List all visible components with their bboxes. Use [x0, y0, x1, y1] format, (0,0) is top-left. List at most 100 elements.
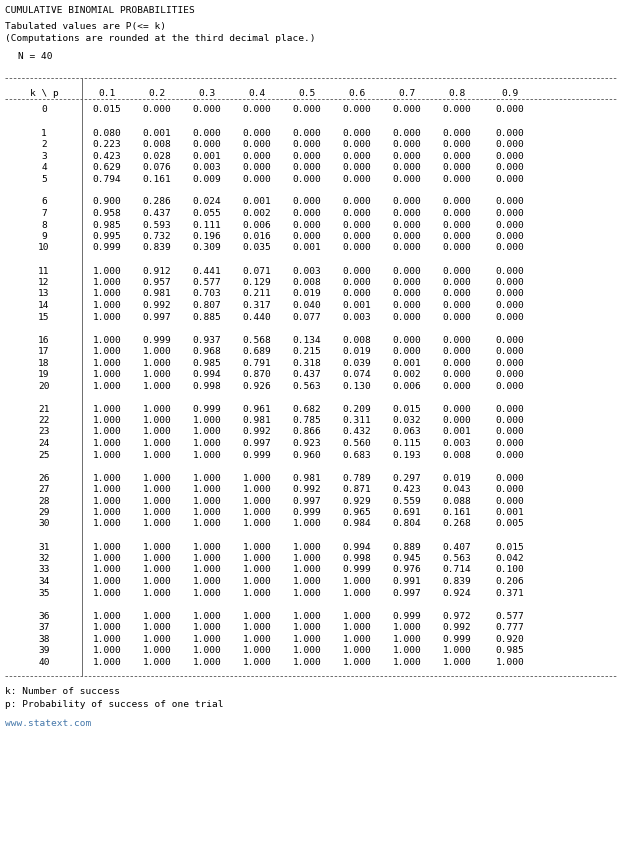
Text: 39: 39 — [38, 646, 50, 655]
Text: 0.206: 0.206 — [496, 577, 524, 586]
Text: 0.4: 0.4 — [248, 89, 266, 97]
Text: 29: 29 — [38, 508, 50, 517]
Text: 0.629: 0.629 — [93, 163, 121, 172]
Text: 0.000: 0.000 — [496, 382, 524, 391]
Text: 0.000: 0.000 — [343, 129, 371, 138]
Text: 0.981: 0.981 — [142, 289, 172, 299]
Text: 0.005: 0.005 — [496, 519, 524, 529]
Text: 1.000: 1.000 — [142, 508, 172, 517]
Text: 1.000: 1.000 — [193, 519, 221, 529]
Text: (Computations are rounded at the third decimal place.): (Computations are rounded at the third d… — [5, 34, 315, 43]
Text: 0.577: 0.577 — [193, 278, 221, 287]
Text: 0.929: 0.929 — [343, 497, 371, 506]
Text: 0.001: 0.001 — [392, 359, 421, 367]
Text: 0.000: 0.000 — [193, 140, 221, 149]
Text: 1.000: 1.000 — [93, 589, 121, 597]
Text: 0.000: 0.000 — [496, 485, 524, 494]
Text: p: Probability of success of one trial: p: Probability of success of one trial — [5, 700, 223, 708]
Text: 0.318: 0.318 — [292, 359, 322, 367]
Text: 0.000: 0.000 — [392, 209, 421, 218]
Text: 0.999: 0.999 — [443, 634, 471, 644]
Text: 0.000: 0.000 — [443, 174, 471, 184]
Text: 1.000: 1.000 — [142, 451, 172, 459]
Text: 0.714: 0.714 — [443, 565, 471, 574]
Text: 0.196: 0.196 — [193, 232, 221, 241]
Text: 1.000: 1.000 — [292, 519, 322, 529]
Text: 31: 31 — [38, 542, 50, 552]
Text: 0.1: 0.1 — [98, 89, 116, 97]
Text: 1.000: 1.000 — [93, 370, 121, 379]
Text: 1.000: 1.000 — [193, 589, 221, 597]
Text: 0.019: 0.019 — [343, 347, 371, 356]
Text: 1.000: 1.000 — [343, 589, 371, 597]
Text: 1.000: 1.000 — [193, 485, 221, 494]
Text: 0.000: 0.000 — [496, 474, 524, 482]
Text: 1.000: 1.000 — [93, 508, 121, 517]
Text: 1.000: 1.000 — [93, 474, 121, 482]
Text: 0.000: 0.000 — [496, 312, 524, 321]
Text: 3: 3 — [41, 151, 47, 161]
Text: 1.000: 1.000 — [142, 404, 172, 414]
Text: 0.015: 0.015 — [392, 404, 421, 414]
Text: 1.000: 1.000 — [93, 347, 121, 356]
Text: 1.000: 1.000 — [142, 542, 172, 552]
Text: 0.3: 0.3 — [198, 89, 216, 97]
Text: 0.000: 0.000 — [392, 278, 421, 287]
Text: 0.032: 0.032 — [392, 416, 421, 425]
Text: 0.019: 0.019 — [292, 289, 322, 299]
Text: 0.000: 0.000 — [443, 359, 471, 367]
Text: 0.000: 0.000 — [496, 427, 524, 437]
Text: 0.000: 0.000 — [292, 106, 322, 114]
Text: 1.000: 1.000 — [292, 612, 322, 620]
Text: 17: 17 — [38, 347, 50, 356]
Text: 0.703: 0.703 — [193, 289, 221, 299]
Text: 0.000: 0.000 — [343, 278, 371, 287]
Text: 1.000: 1.000 — [193, 565, 221, 574]
Text: 0.998: 0.998 — [193, 382, 221, 391]
Text: 0.071: 0.071 — [243, 266, 271, 276]
Text: 0.111: 0.111 — [193, 221, 221, 229]
Text: 0.437: 0.437 — [292, 370, 322, 379]
Text: 0.000: 0.000 — [343, 140, 371, 149]
Text: 28: 28 — [38, 497, 50, 506]
Text: 0.440: 0.440 — [243, 312, 271, 321]
Text: 1.000: 1.000 — [193, 657, 221, 667]
Text: Tabulated values are P(<= k): Tabulated values are P(<= k) — [5, 22, 166, 31]
Text: 1.000: 1.000 — [193, 623, 221, 632]
Text: 0.077: 0.077 — [292, 312, 322, 321]
Text: 0.016: 0.016 — [243, 232, 271, 241]
Text: 0.000: 0.000 — [343, 289, 371, 299]
Text: 0.008: 0.008 — [443, 451, 471, 459]
Text: 1.000: 1.000 — [243, 646, 271, 655]
Text: 0.001: 0.001 — [142, 129, 172, 138]
Text: 1.000: 1.000 — [93, 404, 121, 414]
Text: 1.000: 1.000 — [93, 519, 121, 529]
Text: 0.683: 0.683 — [343, 451, 371, 459]
Text: 0.981: 0.981 — [292, 474, 322, 482]
Text: 0.000: 0.000 — [443, 221, 471, 229]
Text: 1.000: 1.000 — [93, 427, 121, 437]
Text: 0.002: 0.002 — [243, 209, 271, 218]
Text: 0.042: 0.042 — [496, 554, 524, 563]
Text: 1.000: 1.000 — [343, 646, 371, 655]
Text: 0.000: 0.000 — [392, 106, 421, 114]
Text: 1.000: 1.000 — [93, 416, 121, 425]
Text: 0.000: 0.000 — [496, 221, 524, 229]
Text: 0.000: 0.000 — [392, 289, 421, 299]
Text: 38: 38 — [38, 634, 50, 644]
Text: 1.000: 1.000 — [292, 542, 322, 552]
Text: 0.807: 0.807 — [193, 301, 221, 310]
Text: 0.563: 0.563 — [443, 554, 471, 563]
Text: 0.001: 0.001 — [496, 508, 524, 517]
Text: 26: 26 — [38, 474, 50, 482]
Text: 1.000: 1.000 — [243, 565, 271, 574]
Text: 0.432: 0.432 — [343, 427, 371, 437]
Text: 0.870: 0.870 — [243, 370, 271, 379]
Text: 1.000: 1.000 — [93, 382, 121, 391]
Text: 0.000: 0.000 — [243, 140, 271, 149]
Text: 1.000: 1.000 — [243, 474, 271, 482]
Text: 0.593: 0.593 — [142, 221, 172, 229]
Text: 0.926: 0.926 — [243, 382, 271, 391]
Text: 0.100: 0.100 — [496, 565, 524, 574]
Text: 14: 14 — [38, 301, 50, 310]
